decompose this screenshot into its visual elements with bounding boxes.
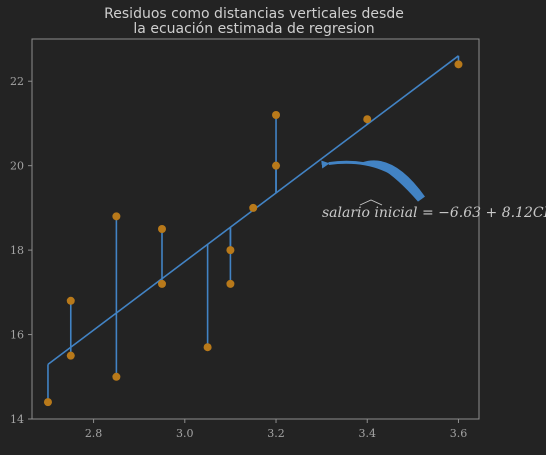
- data-point: [157, 279, 166, 288]
- annotation-hat-text: salario inicial: [322, 205, 418, 221]
- annotation-arrow-body: [361, 160, 425, 202]
- y-tick-label: 18: [10, 244, 24, 257]
- data-point: [226, 246, 235, 255]
- chart-title-line1: Residuos como distancias verticales desd…: [104, 6, 404, 22]
- data-point: [66, 296, 75, 305]
- data-point: [112, 372, 121, 381]
- data-point: [272, 111, 281, 119]
- data-point: [66, 351, 75, 360]
- y-tick-label: 20: [10, 160, 24, 173]
- annotation-hat: [359, 199, 383, 206]
- data-point: [112, 212, 121, 221]
- y-tick-label: 22: [10, 75, 24, 88]
- annotation-rest-text: = −6.63 + 8.12CP: [422, 205, 546, 221]
- annotation-equation: salario inicial = −6.63 + 8.12CP: [322, 205, 546, 221]
- y-tick-label: 14: [10, 413, 24, 426]
- x-tick-label: 2.8: [85, 427, 103, 440]
- data-point: [226, 279, 235, 288]
- x-tick-label: 3.4: [359, 427, 377, 440]
- data-point: [203, 343, 212, 352]
- data-points: [43, 60, 463, 407]
- data-point: [363, 115, 372, 124]
- data-point: [454, 60, 463, 69]
- y-axis: 14 16 18 20 22: [10, 75, 32, 426]
- plot-frame: [31, 38, 480, 420]
- data-point: [157, 225, 166, 233]
- x-tick-label: 3.6: [450, 427, 468, 440]
- y-tick-label: 16: [10, 329, 24, 342]
- data-point: [43, 398, 52, 407]
- data-point: [249, 203, 258, 212]
- x-tick-label: 3.2: [267, 427, 285, 440]
- data-point: [272, 161, 281, 170]
- chart-title-line2: la ecuación estimada de regresion: [133, 21, 374, 37]
- residual-lines: [47, 55, 460, 403]
- x-tick-label: 3.0: [176, 427, 194, 440]
- x-axis: 2.8 3.0 3.2 3.4 3.6: [85, 419, 467, 440]
